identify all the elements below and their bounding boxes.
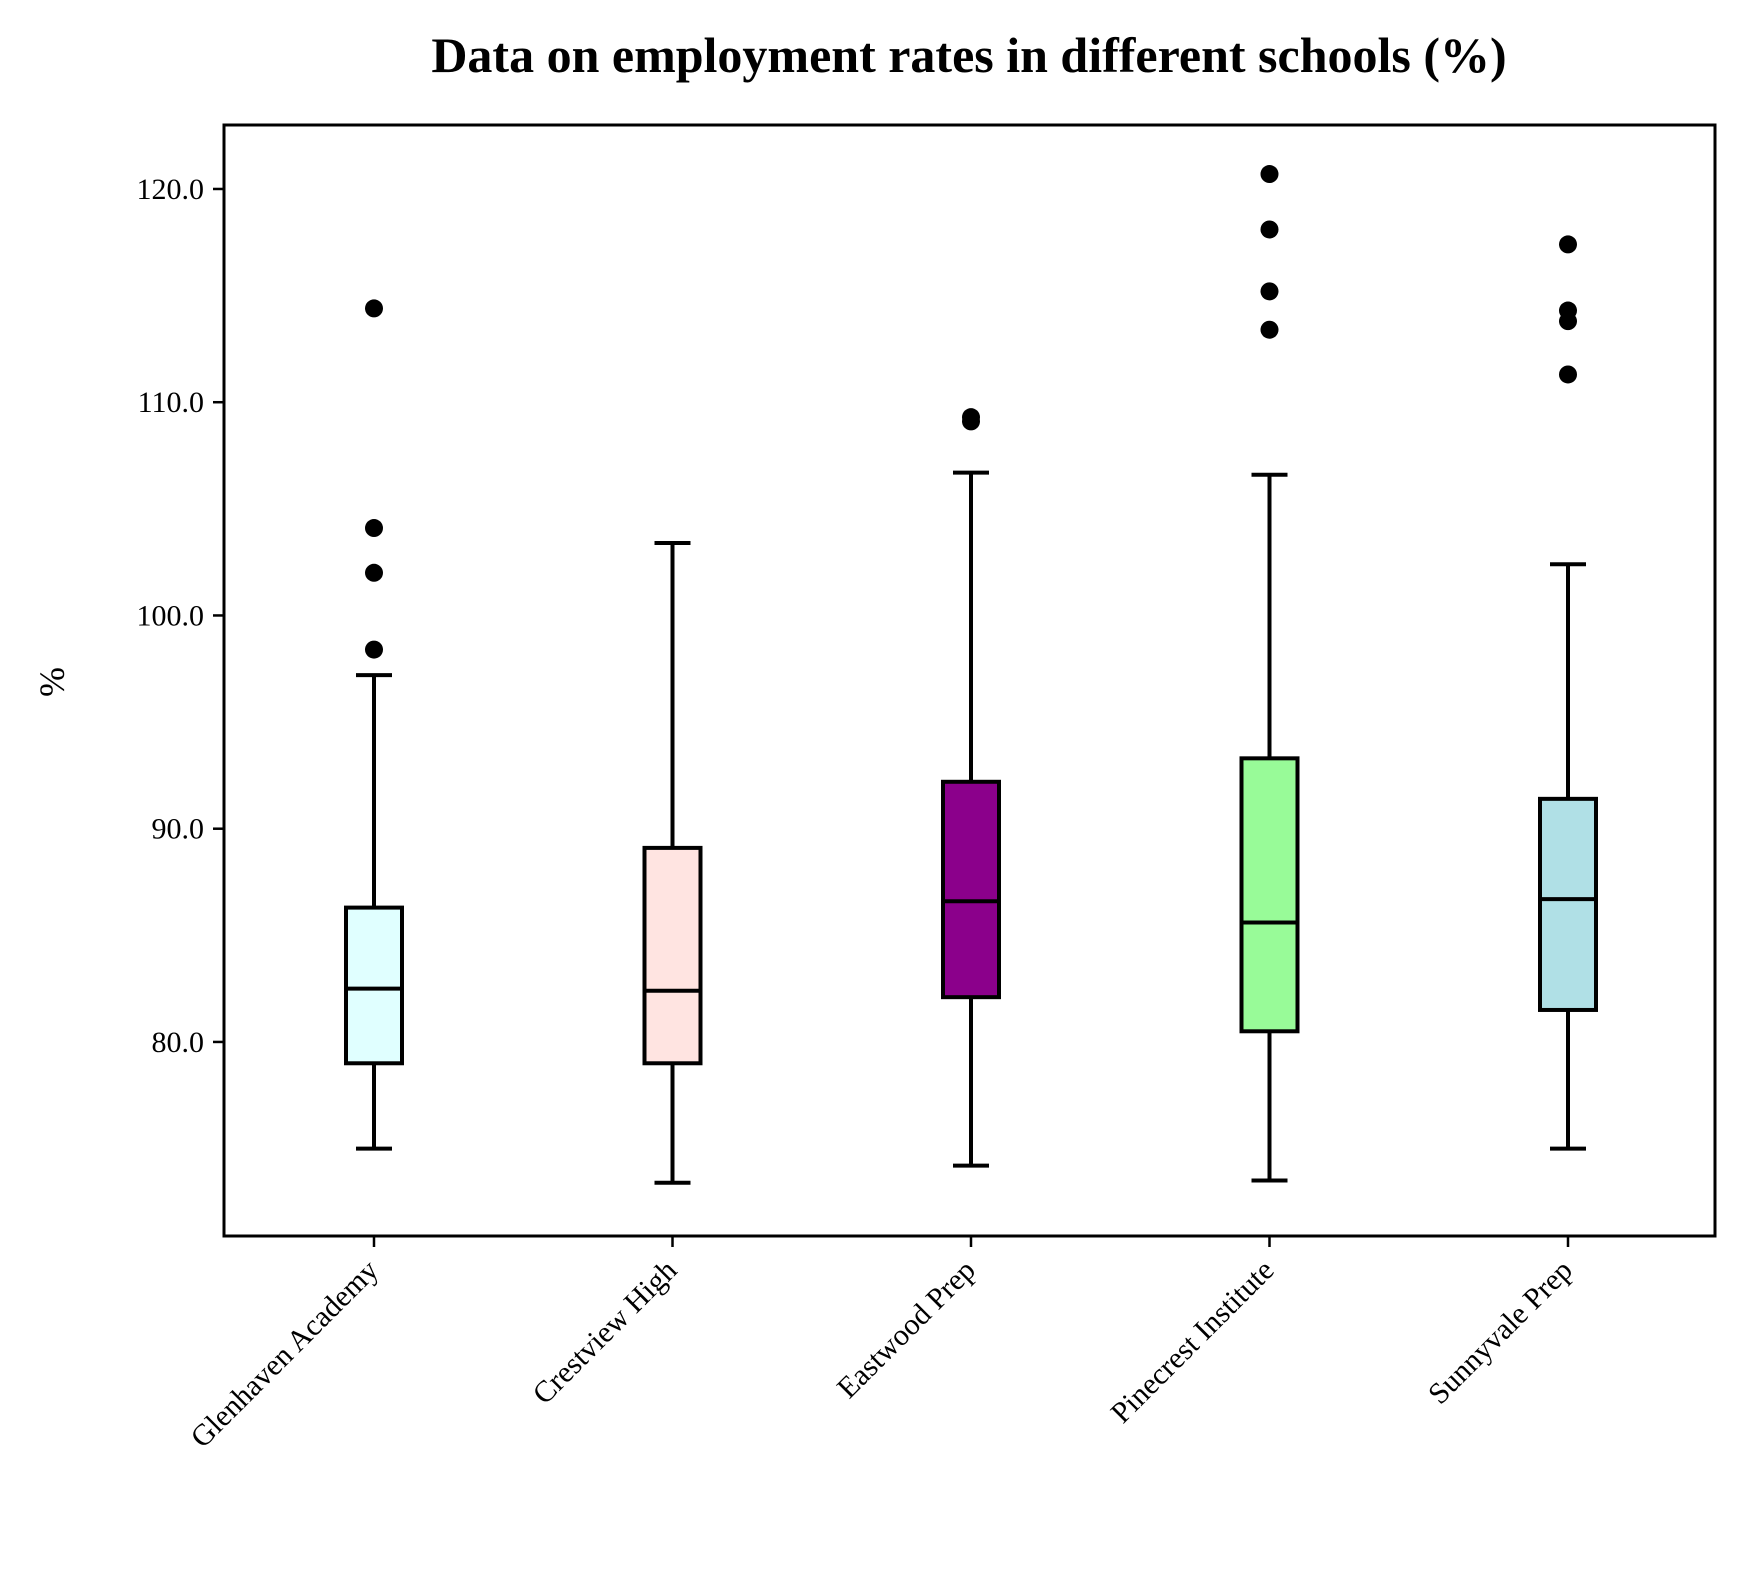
outlier-point: [962, 408, 980, 427]
outlier-point: [1260, 320, 1279, 339]
outlier-point: [1260, 282, 1279, 301]
outlier-point: [1559, 235, 1577, 254]
y-tick-label: 110.0: [138, 386, 204, 419]
y-axis-label: %: [32, 667, 72, 697]
outlier-point: [1559, 301, 1577, 320]
box: [1239, 756, 1300, 1034]
y-tick-label: 80.0: [152, 1026, 205, 1059]
box: [941, 779, 1001, 1000]
outlier-point: [1559, 365, 1577, 384]
y-tick-label: 90.0: [152, 813, 205, 846]
plot-frame: [222, 123, 1717, 1238]
outlier-point: [365, 519, 383, 538]
outlier-point: [365, 640, 383, 659]
box: [1538, 796, 1598, 1012]
chart-title: Data on employment rates in different sc…: [431, 27, 1506, 83]
outlier-point: [365, 563, 383, 582]
y-tick-label: 120.0: [137, 173, 205, 206]
y-tick-label: 100.0: [137, 599, 205, 632]
box: [344, 905, 404, 1066]
box: [642, 845, 703, 1066]
outlier-point: [1260, 220, 1279, 239]
outlier-point: [365, 299, 383, 318]
outlier-point: [1260, 165, 1279, 184]
